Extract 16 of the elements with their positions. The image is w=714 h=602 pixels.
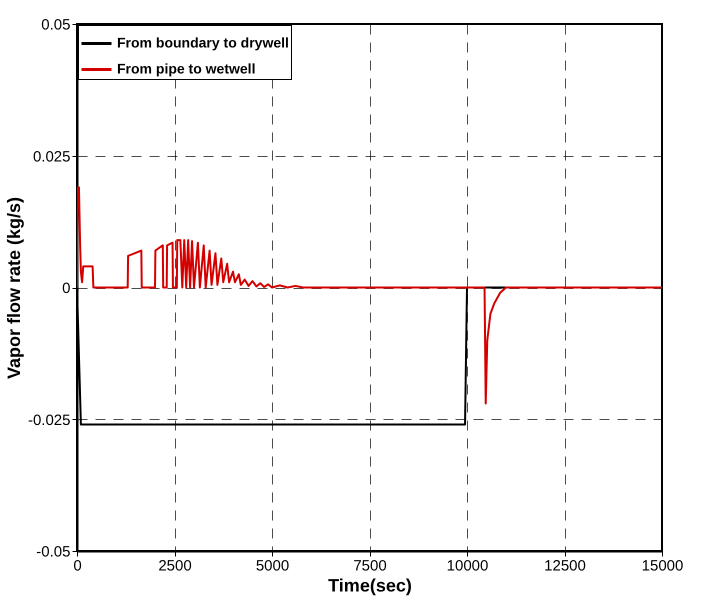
y-tick-label: 0.05 <box>41 16 70 34</box>
y-tick-label: -0.05 <box>36 544 70 560</box>
x-axis-title: Time(sec) <box>328 576 412 596</box>
legend-label: From boundary to drywell <box>117 34 289 50</box>
y-tick-label: 0 <box>62 280 70 297</box>
x-tick-label: 7500 <box>353 558 387 574</box>
y-tick-label: 0.025 <box>32 148 70 166</box>
x-tick-label: 12500 <box>544 558 586 574</box>
x-tick-label: 15000 <box>642 558 684 574</box>
x-tick-label: 5000 <box>256 558 290 574</box>
y-axis-title: Vapor flow rate (kg/s) <box>4 196 24 380</box>
x-tick-label: 10000 <box>446 558 488 574</box>
legend-label: From pipe to wetwell <box>117 60 256 76</box>
x-tick-label: 0 <box>73 558 82 574</box>
x-tick-label: 2500 <box>158 558 192 574</box>
y-tick-label: -0.025 <box>28 412 70 429</box>
